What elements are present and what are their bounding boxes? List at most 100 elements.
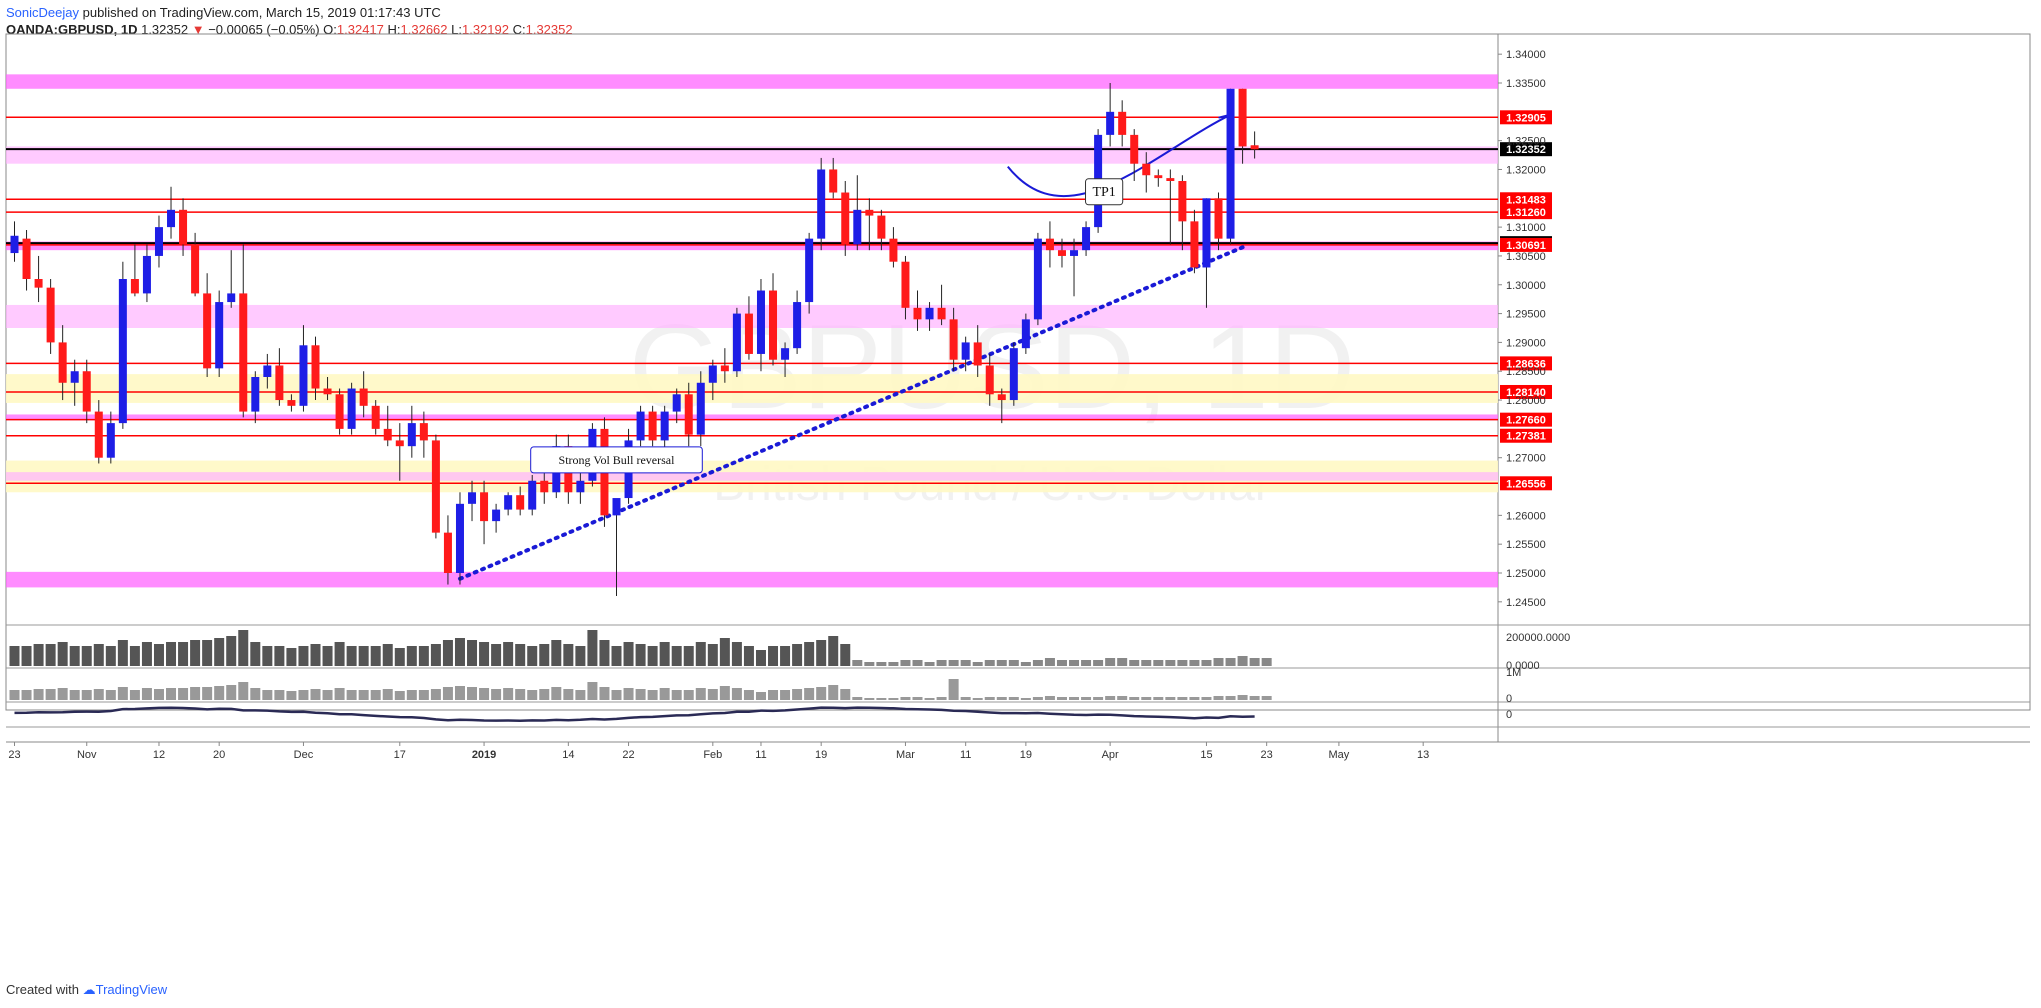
osc-bar-82 bbox=[996, 697, 1007, 700]
time-scale[interactable]: 23 Nov 12 20 Dec 17 2019 14 22 Feb 11 19 Mar 11 19 Apr 1… bbox=[8, 742, 1429, 761]
osc-bar-83 bbox=[1008, 697, 1019, 700]
volume-bar-23 bbox=[286, 648, 297, 666]
candle-6 bbox=[82, 359, 91, 424]
annotation-text: Strong Vol Bull reversal bbox=[559, 453, 676, 467]
author-link[interactable]: SonicDeejay bbox=[6, 5, 79, 20]
low-value: 1.32192 bbox=[461, 22, 509, 37]
volume-bar-68 bbox=[828, 636, 839, 666]
osc-bar-43 bbox=[527, 690, 538, 700]
price-tick-label-2: 1.32500 bbox=[1506, 136, 1546, 148]
osc-bar-86 bbox=[1044, 696, 1055, 700]
osc-bar-47 bbox=[575, 690, 586, 700]
osc-bar-67 bbox=[816, 687, 827, 700]
close-value: 1.32352 bbox=[525, 22, 573, 37]
candle-body-up bbox=[347, 388, 356, 429]
annotation-1: TP1 bbox=[1085, 178, 1124, 206]
candle-2 bbox=[34, 255, 43, 303]
volume-bar-37 bbox=[454, 638, 465, 666]
open-value: 1.32417 bbox=[336, 22, 384, 37]
osc-bar-24 bbox=[298, 690, 309, 700]
candle-body-down bbox=[46, 287, 55, 343]
volume-bar-46 bbox=[563, 644, 574, 666]
osc-bar-37 bbox=[454, 686, 465, 700]
osc-bar-57 bbox=[695, 688, 706, 700]
osc-bar-26 bbox=[322, 690, 333, 700]
candle-9 bbox=[118, 261, 127, 429]
candle-body-down bbox=[997, 394, 1006, 401]
volume-bar-13 bbox=[166, 642, 177, 666]
volume-bar-92 bbox=[1117, 658, 1128, 666]
osc-bar-28 bbox=[346, 690, 357, 700]
candle-body-down bbox=[973, 342, 982, 366]
candle-29 bbox=[359, 371, 368, 418]
volume-bar-54 bbox=[659, 642, 670, 666]
volume-bar-20 bbox=[250, 642, 261, 666]
candle-82 bbox=[997, 388, 1006, 424]
volume-bar-1 bbox=[21, 646, 32, 666]
osc-bar-38 bbox=[467, 687, 478, 700]
candle-body-up bbox=[817, 169, 826, 239]
price-scale[interactable]: 1.329051.323521.314831.312601.307221.306… bbox=[1498, 49, 1552, 609]
volume-bar-8 bbox=[105, 646, 116, 666]
candle-73 bbox=[889, 227, 898, 268]
candle-40 bbox=[492, 503, 501, 533]
candle-16 bbox=[203, 273, 212, 377]
candle-body-down bbox=[1166, 178, 1175, 181]
osc-bar-35 bbox=[430, 689, 441, 700]
candle-28 bbox=[347, 382, 356, 435]
time-tick-label-15: Apr bbox=[1102, 749, 1119, 761]
time-tick-label-0: 23 bbox=[8, 749, 20, 761]
osc2-tick-0: 0 bbox=[1506, 709, 1512, 721]
high-value: 1.32662 bbox=[400, 22, 448, 37]
osc-bar-2 bbox=[33, 689, 44, 700]
volume-bar-27 bbox=[334, 642, 345, 666]
volume-bar-29 bbox=[358, 646, 369, 666]
osc-bar-29 bbox=[358, 690, 369, 700]
candle-body-down bbox=[720, 365, 729, 372]
time-tick-label-10: 11 bbox=[755, 749, 766, 761]
price-tick-label-11: 1.27000 bbox=[1506, 453, 1546, 465]
candle-27 bbox=[335, 388, 344, 435]
candle-74 bbox=[901, 255, 910, 320]
tradingview-logo-icon[interactable]: ☁ bbox=[82, 982, 96, 997]
chart-header: SonicDeejay published on TradingView.com… bbox=[6, 4, 573, 38]
candle-70 bbox=[853, 175, 862, 251]
time-tick-label-7: 14 bbox=[562, 749, 574, 761]
price-tick-label-10: 1.28000 bbox=[1506, 395, 1546, 407]
candle-body-up bbox=[263, 365, 272, 377]
osc-bar-41 bbox=[503, 688, 514, 700]
candle-body-down bbox=[1142, 163, 1151, 176]
candle-body-up bbox=[781, 348, 790, 360]
osc-bar-15 bbox=[190, 687, 201, 700]
osc-bar-84 bbox=[1020, 698, 1031, 700]
candle-23 bbox=[287, 394, 296, 412]
last-price: 1.32352 bbox=[141, 22, 189, 37]
candle-body-down bbox=[179, 209, 188, 245]
volume-bar-34 bbox=[418, 646, 429, 666]
volume-bar-48 bbox=[587, 630, 598, 666]
osc-bar-1 bbox=[21, 690, 32, 700]
candle-body-up bbox=[732, 313, 741, 372]
volume-bar-3 bbox=[45, 644, 56, 666]
candle-71 bbox=[865, 198, 874, 251]
open-label: O: bbox=[323, 22, 337, 37]
volume-bar-47 bbox=[575, 646, 586, 666]
tradingview-link[interactable]: TradingView bbox=[95, 982, 168, 997]
osc-bar-45 bbox=[551, 687, 562, 700]
candle-body-up bbox=[660, 411, 669, 441]
osc-bar-81 bbox=[984, 697, 995, 700]
volume-bar-61 bbox=[743, 646, 754, 666]
osc-bar-23 bbox=[286, 691, 297, 700]
volume-bar-45 bbox=[551, 640, 562, 666]
volume-bar-43 bbox=[527, 646, 538, 666]
volume-bar-15 bbox=[190, 640, 201, 666]
time-tick-label-17: 23 bbox=[1261, 749, 1273, 761]
volume-bar-101 bbox=[1225, 658, 1236, 666]
osc-bar-33 bbox=[406, 690, 417, 700]
volume-bar-73 bbox=[888, 662, 899, 666]
volume-bar-41 bbox=[503, 642, 514, 666]
osc-bar-42 bbox=[515, 689, 526, 700]
osc-bar-22 bbox=[274, 690, 285, 700]
candle-body-down bbox=[191, 244, 200, 294]
